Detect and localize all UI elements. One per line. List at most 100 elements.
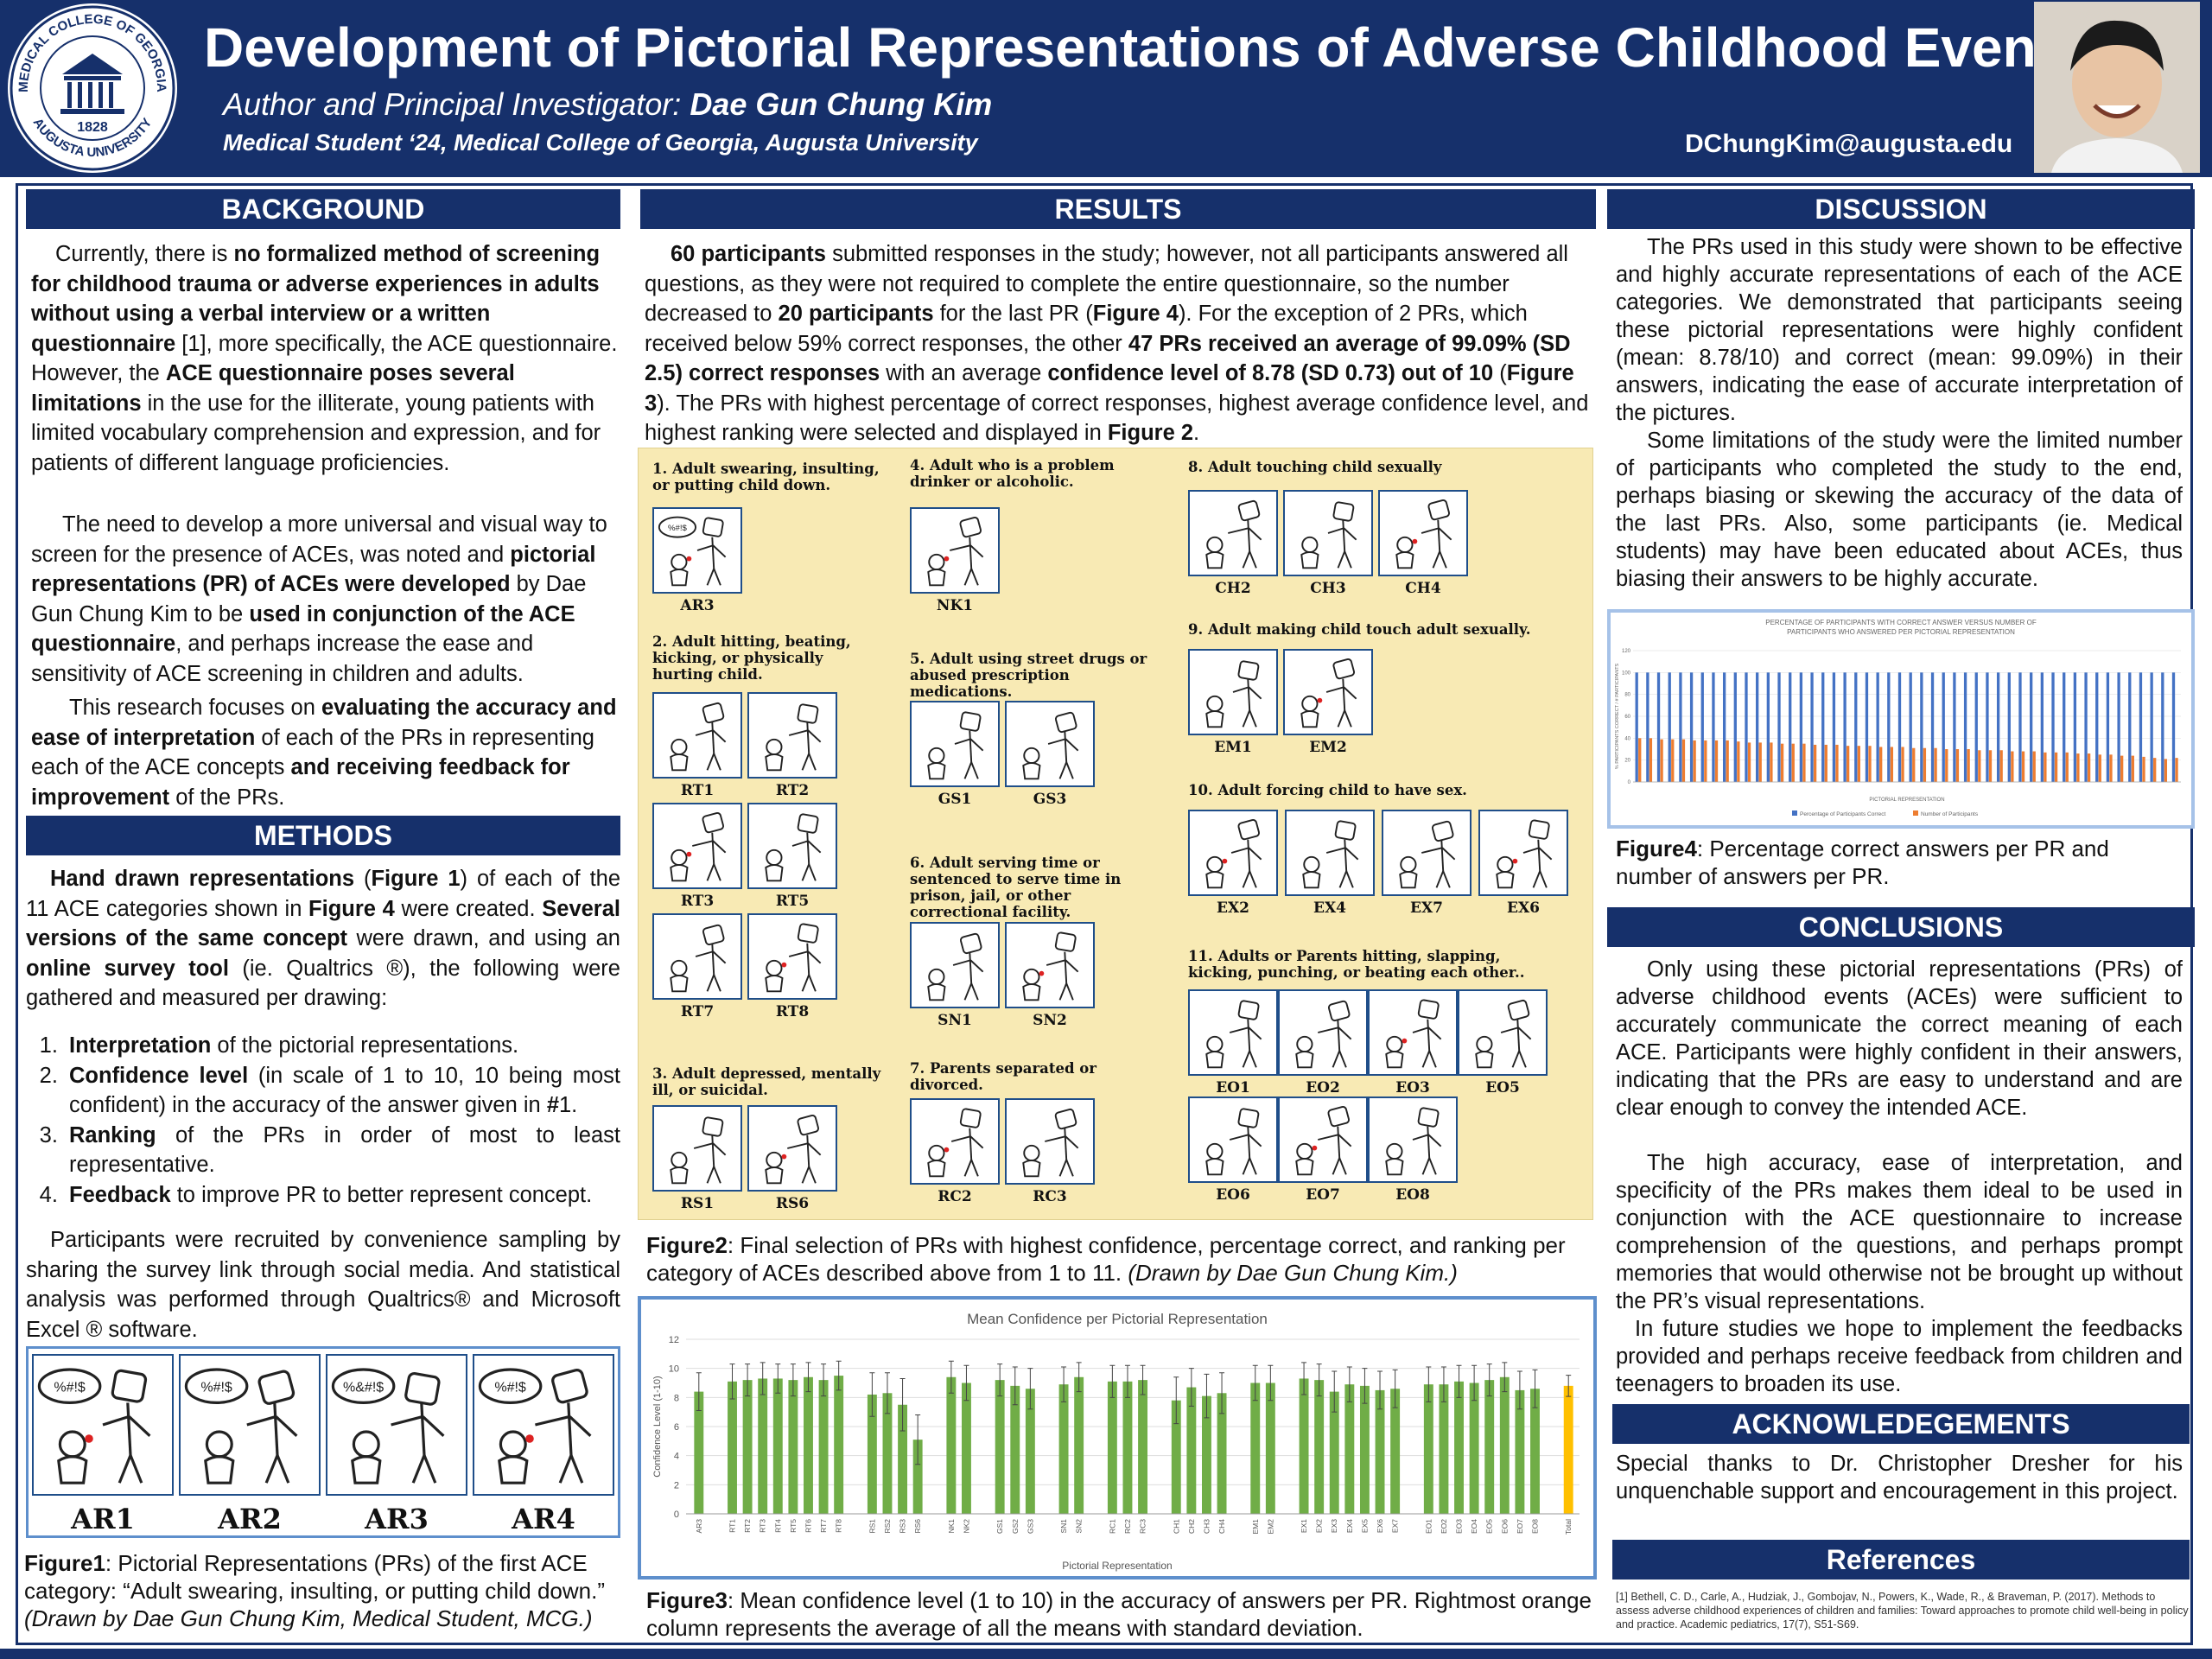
figure2-drawing-label: EO8 (1395, 1186, 1430, 1204)
chart-bar (2063, 672, 2066, 782)
figure2-caption: Figure2: Final selection of PRs with hig… (646, 1231, 1597, 1287)
chart-bar (2117, 672, 2120, 782)
chart-bar (2106, 672, 2110, 782)
x-tick-label: CH1 (1172, 1519, 1180, 1534)
error-bar (1012, 1366, 1018, 1406)
figure2-drawing-label: RT8 (775, 1003, 810, 1020)
figure2-drawing (910, 922, 1000, 1008)
figure2-drawing-label: GS1 (938, 791, 972, 808)
methods-list-item: Interpretation of the pictorial represen… (64, 1031, 620, 1061)
chart-bar (1835, 744, 1839, 782)
chart-bar (1299, 1378, 1309, 1514)
chart-bar (1813, 744, 1817, 782)
error-bar (1362, 1368, 1368, 1404)
chart-bar (1656, 672, 1661, 782)
chart-bar (1700, 672, 1704, 782)
chart-bar (1770, 742, 1773, 782)
author-label: Author and Principal Investigator: (223, 86, 690, 122)
error-bar (821, 1363, 827, 1397)
chart-bar (1777, 672, 1781, 782)
chart-bar (1857, 746, 1860, 782)
chart-bar (1499, 1376, 1510, 1514)
figure2-drawing-label: EM1 (1214, 739, 1252, 756)
conclusions-heading: CONCLUSIONS (1607, 907, 2195, 947)
x-tick-label: RT3 (759, 1519, 767, 1533)
x-tick-label: EM2 (1266, 1519, 1274, 1535)
chart-bar (1821, 672, 1825, 782)
chart-bar (2150, 672, 2153, 782)
x-tick-label: RC3 (1139, 1519, 1147, 1534)
figure4-caption: Figure4: Percentage correct answers per … (1616, 836, 2109, 889)
chart-bar (882, 1393, 893, 1514)
chart-bar (1901, 747, 1904, 782)
figure1-label: AR1 (71, 1503, 135, 1535)
chart-bar (1988, 750, 1993, 782)
figure1-drawing: %#!$ (32, 1354, 174, 1496)
chart-bar (1689, 672, 1694, 782)
chart-bar (2054, 752, 2058, 782)
figure2-drawing-label: CH2 (1215, 580, 1251, 597)
chart-bar (2065, 752, 2069, 782)
chart-bar (1515, 1389, 1525, 1514)
x-tick-label: GS3 (1026, 1519, 1034, 1534)
legend-swatch (1792, 810, 1797, 816)
chart-bar (2128, 672, 2132, 782)
figure2-drawing: %#!$ (652, 507, 742, 594)
chart-bar (962, 1382, 971, 1514)
chart-bar (1920, 672, 1923, 782)
chart-bar (2139, 672, 2143, 782)
methods-list-item: Ranking of the PRs in order of most to l… (64, 1121, 620, 1180)
figure1-label: AR2 (218, 1503, 282, 1535)
methods-p2: Participants were recruited by convenien… (26, 1228, 620, 1342)
figure1-drawing: %&#!$ (326, 1354, 467, 1496)
error-bar (760, 1362, 766, 1395)
logo-year: 1828 (77, 120, 108, 135)
chart-bar (2164, 759, 2168, 782)
x-tick-label: Total (1564, 1519, 1573, 1535)
discussion-p2: Some limitations of the study were the l… (1616, 429, 2183, 591)
legend-label: Percentage of Participants Correct (1800, 811, 1886, 817)
chart-bar (946, 1376, 957, 1514)
x-tick-label: NK1 (947, 1519, 956, 1534)
error-bar (1377, 1370, 1383, 1410)
x-tick-label: EX1 (1300, 1519, 1308, 1533)
chart-bar (2153, 758, 2157, 782)
figure2-category-label: 2. Adult hitting, beating, kicking, or p… (652, 633, 851, 683)
error-bar (869, 1372, 875, 1417)
error-bar (1061, 1366, 1067, 1402)
chart-bar (1107, 1381, 1117, 1514)
y-tick-label: 0 (674, 1510, 679, 1520)
figure2-caption-text: Figure2: Final selection of PRs with hig… (646, 1232, 1566, 1286)
figure2-drawing (1478, 810, 1568, 896)
error-bar (1219, 1372, 1225, 1414)
chart-bar (2120, 755, 2124, 782)
figure2-drawing (1188, 649, 1278, 735)
svg-text:%#!$: %#!$ (494, 1381, 526, 1395)
svg-text:%#!$: %#!$ (54, 1381, 86, 1395)
x-tick-label: RS2 (883, 1519, 892, 1534)
x-tick-label: RS3 (899, 1519, 907, 1534)
discussion-heading: DISCUSSION (1607, 189, 2195, 229)
x-tick-label: EO1 (1424, 1519, 1433, 1534)
figure2-drawing-label: EX7 (1410, 899, 1443, 917)
chart-bar (1660, 739, 1663, 782)
x-tick-label: EX6 (1376, 1519, 1384, 1533)
figure2-drawing (1278, 989, 1368, 1076)
error-bar (963, 1364, 969, 1402)
figure2-category-label: 8. Adult touching child sexually (1188, 459, 1442, 475)
author-email[interactable]: DChungKim@augusta.edu (1685, 130, 2013, 158)
y-tick-label: 40 (1624, 736, 1630, 741)
figure2-drawing-label: EX2 (1217, 899, 1249, 917)
chart-bar (1868, 746, 1872, 782)
x-tick-label: GS1 (995, 1519, 1004, 1534)
chart-bar (1058, 1384, 1069, 1514)
figure2-drawing-label: RS1 (680, 1195, 715, 1212)
x-tick-label: GS2 (1011, 1519, 1020, 1534)
y-tick-label: 0 (1628, 780, 1631, 785)
error-bar (1076, 1362, 1082, 1393)
chart-bar (1025, 1389, 1035, 1514)
error-bar (1027, 1368, 1033, 1410)
references-heading: References (1612, 1540, 2190, 1580)
figure2-drawing-label: SN2 (1033, 1012, 1067, 1029)
chart-bar (772, 1378, 783, 1514)
